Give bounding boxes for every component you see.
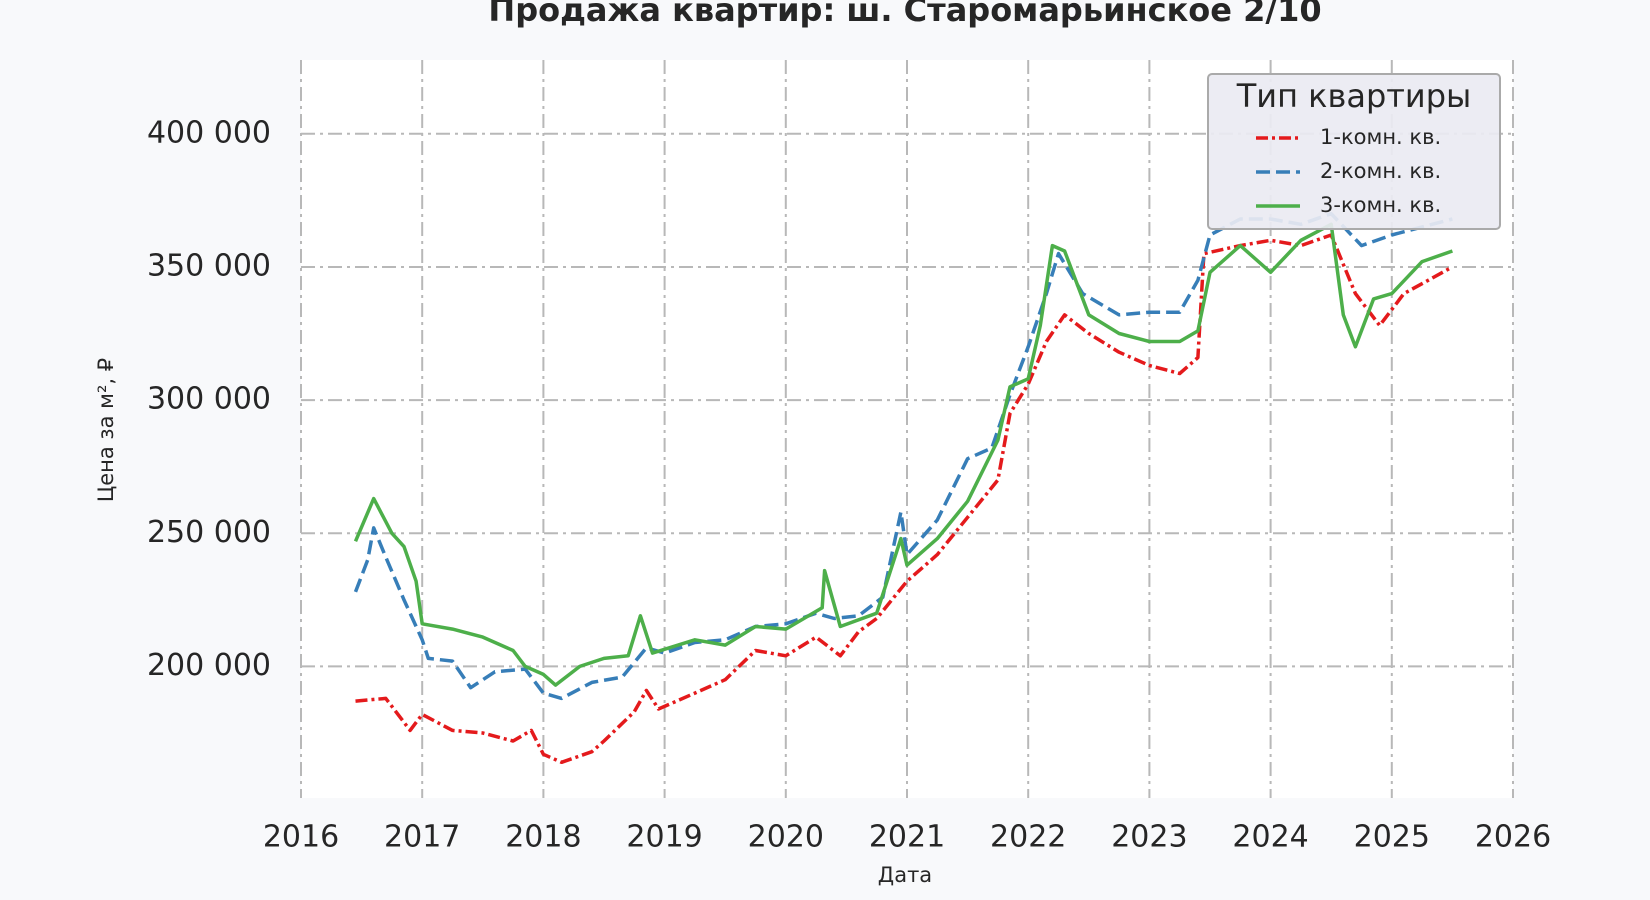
x-tick-label: 2023 <box>1111 820 1187 855</box>
x-tick-label: 2024 <box>1232 820 1308 855</box>
series-line <box>353 222 1453 687</box>
x-tick-label: 2019 <box>626 820 702 855</box>
y-axis-label: Цена за м², ₽ <box>94 358 118 502</box>
x-tick-label: 2018 <box>505 820 581 855</box>
lines <box>353 211 1454 765</box>
series-line <box>353 211 1453 701</box>
y-tick-label: 300 000 <box>147 382 271 417</box>
x-tick-label: 2022 <box>990 820 1066 855</box>
y-tick-label: 350 000 <box>147 248 271 283</box>
x-tick-label: 2016 <box>263 820 339 855</box>
x-tick-label: 2026 <box>1475 820 1551 855</box>
legend-box <box>1207 73 1501 230</box>
legend-title: Тип квартиры <box>1236 77 1472 115</box>
x-tick-label: 2025 <box>1354 820 1430 855</box>
x-tick-label: 2020 <box>748 820 824 855</box>
x-tick-label: 2017 <box>384 820 460 855</box>
legend-label: 2-комн. кв. <box>1320 159 1441 183</box>
y-tick-label: 250 000 <box>147 515 271 550</box>
chart-title: Продажа квартир: ш. Старомарьинское 2/10 <box>488 0 1321 29</box>
y-tick-label: 200 000 <box>147 648 271 683</box>
x-axis-label: Дата <box>878 863 932 887</box>
legend: Тип квартиры 1-комн. кв. 2-комн. кв. 3-комн… <box>1207 73 1501 230</box>
legend-label: 1-комн. кв. <box>1320 125 1441 149</box>
legend-label: 3-комн. кв. <box>1320 193 1441 217</box>
x-tick-label: 2021 <box>869 820 945 855</box>
y-tick-label: 400 000 <box>147 115 271 150</box>
grid: 2016 2017 2018 2019 2020 2021 2022 2023 2024 2025… <box>147 60 1551 855</box>
